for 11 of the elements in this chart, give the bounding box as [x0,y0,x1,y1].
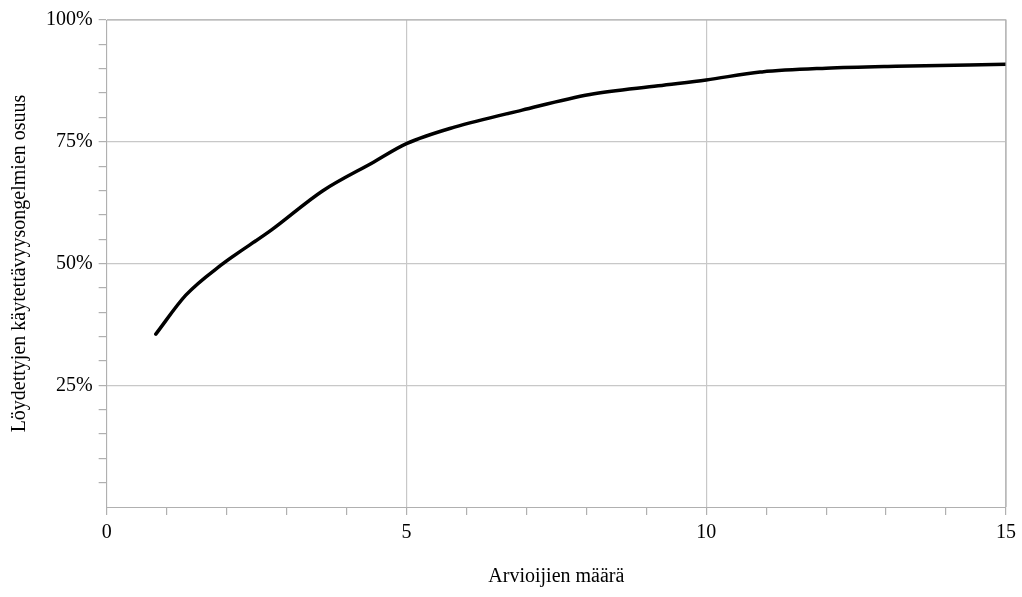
line-series [154,62,1006,336]
y-tick-label: 75% [55,129,93,151]
y-tick-label: 25% [55,372,93,395]
x-tick-label: 5 [401,520,412,543]
y-axis-title: Löydettyjen käytettävyysongelmien osuus [7,94,31,433]
x-tick-label: 15 [996,520,1016,543]
y-tick-label: 100% [45,7,93,30]
y-tick-label: 50% [55,250,93,273]
x-tick-label: 0 [101,520,112,543]
x-axis-title: Arvioijien määrä [488,564,625,588]
x-tick-label: 10 [696,520,717,543]
